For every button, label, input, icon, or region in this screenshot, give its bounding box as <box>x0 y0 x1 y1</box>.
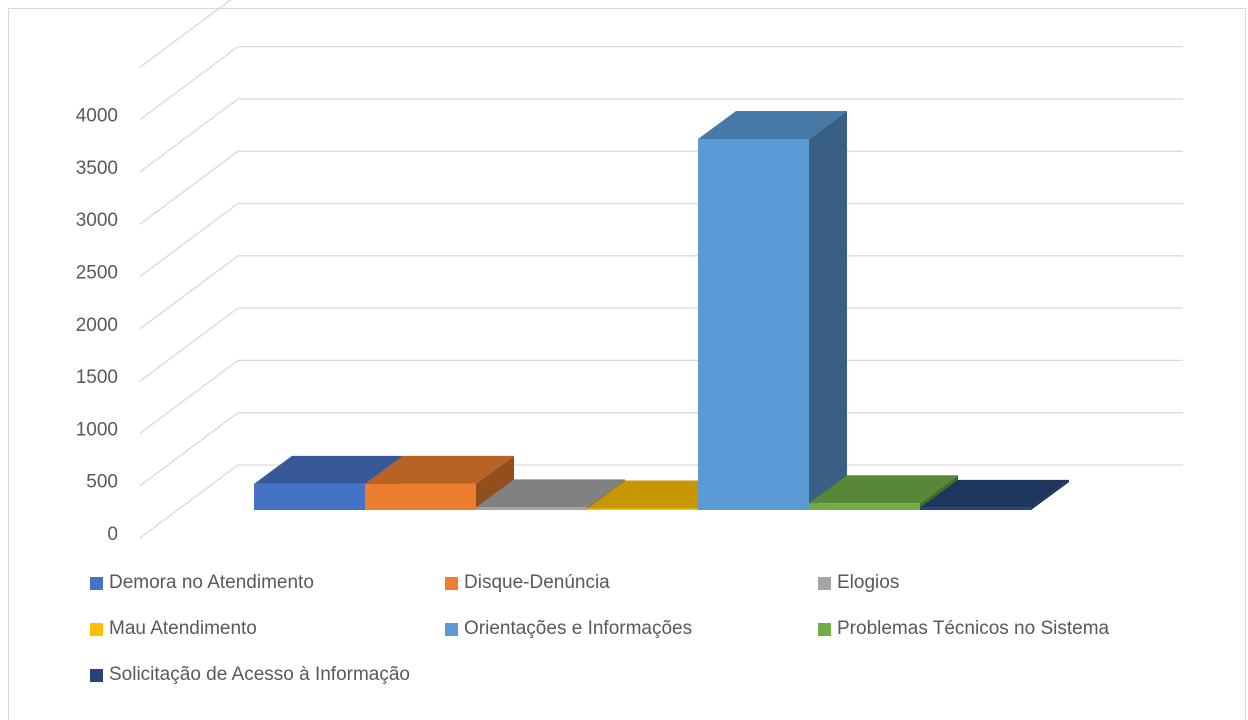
bar-top <box>698 111 847 140</box>
bar-front <box>254 483 365 510</box>
y-tick-label: 3500 <box>76 158 118 179</box>
legend-swatch <box>818 576 831 590</box>
y-tick-label: 2500 <box>76 263 118 284</box>
legend: Demora no Atendimento Disque-Denúncia Elog… <box>90 570 1190 700</box>
gridline-diagonal <box>139 412 239 487</box>
bar-5 <box>698 111 847 511</box>
legend-item: Solicitação de Acesso à Informação <box>90 662 410 688</box>
gridline-diagonal <box>139 307 239 382</box>
bar-front <box>587 508 698 510</box>
bar-front <box>698 139 809 510</box>
y-tick-label: 1000 <box>76 419 118 440</box>
y-tick-label: 1500 <box>76 367 118 388</box>
y-tick-label: 500 <box>86 472 118 493</box>
legend-label: Solicitação de Acesso à Informação <box>109 664 411 685</box>
legend-swatch <box>445 622 458 636</box>
bar-top <box>809 475 958 504</box>
bar-front <box>920 507 1031 510</box>
bar-side <box>476 455 514 510</box>
bar-front <box>476 507 587 510</box>
legend-item: Problemas Técnicos no Sistema <box>818 616 1109 642</box>
legend-label: Demora no Atendimento <box>109 572 314 593</box>
gridline-diagonal <box>139 150 239 225</box>
chart-frame <box>8 8 1246 720</box>
gridline-diagonal <box>139 46 239 121</box>
legend-item: Disque-Denúncia <box>445 570 610 596</box>
bar-side <box>1031 479 1069 510</box>
bar-front <box>809 503 920 510</box>
legend-swatch <box>90 576 103 590</box>
y-axis-ticks: 0 500 1000 1500 2000 2500 3000 3500 4000 <box>76 106 118 545</box>
legend-label: Elogios <box>837 572 900 593</box>
bar-top <box>920 479 1069 508</box>
legend-label: Disque-Denúncia <box>464 572 610 593</box>
bar-top <box>476 479 625 508</box>
gridline-diagonal <box>139 464 239 539</box>
gridline-diagonal <box>139 0 232 68</box>
bar-2 <box>365 455 514 510</box>
bar-side <box>809 111 847 511</box>
bar-1 <box>254 455 403 510</box>
gridline-diagonal <box>139 359 239 434</box>
gridline-diagonal <box>139 255 239 330</box>
y-tick-label: 0 <box>107 524 118 545</box>
legend-label: Mau Atendimento <box>109 618 257 639</box>
legend-item: Orientações e Informações <box>445 616 692 642</box>
bars <box>254 111 1069 511</box>
y-tick-label: 2000 <box>76 315 118 336</box>
gridline-diagonal <box>139 98 239 173</box>
legend-label: Problemas Técnicos no Sistema <box>837 618 1110 639</box>
bar-top <box>365 455 514 484</box>
y-tick-label: 3000 <box>76 210 118 231</box>
y-tick-label: 4000 <box>76 106 118 127</box>
bar-top <box>254 455 403 484</box>
legend-item: Elogios <box>818 570 899 596</box>
gridline-diagonal <box>139 202 239 278</box>
legend-swatch <box>445 576 458 590</box>
bar-7 <box>920 479 1069 510</box>
legend-swatch <box>818 622 831 636</box>
legend-swatch <box>90 622 103 636</box>
legend-swatch <box>90 668 103 682</box>
legend-item: Mau Atendimento <box>90 616 257 642</box>
bar-front <box>365 483 476 510</box>
legend-label: Orientações e Informações <box>464 618 693 639</box>
legend-item: Demora no Atendimento <box>90 570 314 596</box>
